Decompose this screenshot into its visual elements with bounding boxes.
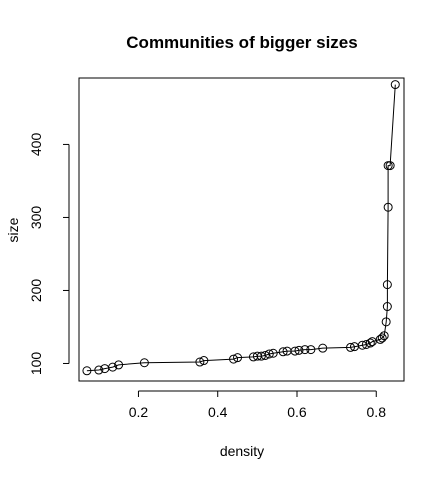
data-point	[381, 317, 391, 327]
data-point	[199, 356, 209, 366]
y-tick-label: 200	[28, 279, 44, 303]
data-point	[361, 339, 371, 349]
x-tick-label: 0.8	[367, 404, 387, 420]
data-point	[229, 354, 239, 364]
x-axis-label: density	[220, 443, 264, 459]
data-point	[139, 358, 149, 368]
data-point	[382, 302, 392, 312]
data-point	[278, 347, 288, 357]
chart-title: Communities of bigger sizes	[126, 33, 357, 52]
data-point	[264, 349, 274, 359]
data-point	[382, 280, 392, 290]
data-point	[290, 346, 300, 356]
data-point	[94, 365, 104, 375]
data-point	[385, 161, 395, 171]
y-tick-label: 100	[28, 352, 44, 376]
data-point	[108, 362, 118, 372]
series-line	[86, 84, 396, 372]
y-axis: 100 200 300 400	[28, 133, 70, 376]
data-point	[383, 202, 393, 212]
data-point	[300, 345, 310, 355]
data-point	[233, 353, 243, 363]
x-tick-label: 0.6	[287, 404, 307, 420]
series-layer	[82, 80, 400, 376]
data-point	[306, 345, 316, 355]
x-axis: 0.2 0.4 0.6 0.8	[129, 390, 387, 420]
data-point	[365, 338, 375, 348]
data-point	[345, 342, 355, 352]
data-point	[82, 366, 92, 376]
x-tick-label: 0.2	[129, 404, 149, 420]
y-tick-label: 300	[28, 206, 44, 230]
data-point	[268, 348, 278, 358]
y-axis-label: size	[5, 217, 21, 242]
data-point	[114, 360, 124, 370]
y-tick-label: 400	[28, 133, 44, 157]
data-point	[379, 331, 389, 341]
plot-frame	[78, 77, 405, 382]
data-point	[294, 345, 304, 355]
x-tick-label: 0.4	[208, 404, 228, 420]
data-point	[318, 343, 328, 353]
data-point	[377, 333, 387, 343]
data-point	[390, 80, 400, 90]
data-point	[195, 357, 205, 367]
